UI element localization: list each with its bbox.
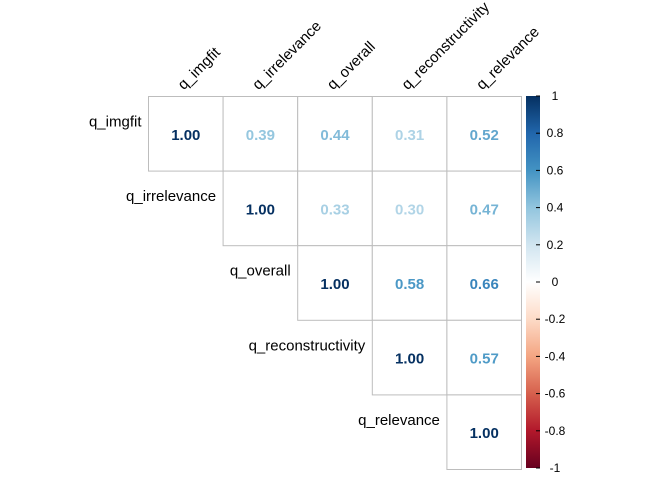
row-label: q_relevance (358, 412, 440, 429)
colorbar-tick-label: 0 (552, 275, 559, 289)
matrix-cell (222, 170, 299, 247)
row-label: q_overall (230, 263, 291, 280)
column-label: q_relevance (473, 24, 543, 94)
correlation-value: 0.66 (470, 276, 499, 293)
row-label: q_irrelevance (126, 188, 216, 205)
colorbar-tick-label: -0.2 (545, 312, 566, 326)
matrix-cell (371, 319, 448, 396)
matrix-cell (297, 96, 373, 172)
matrix-cell (446, 394, 522, 470)
colorbar-tick-label: -0.4 (545, 349, 566, 363)
correlation-value: 0.31 (395, 127, 424, 144)
colorbar-tick-label: -1 (550, 461, 561, 475)
row-label: q_imgfit (89, 114, 142, 131)
matrix-cell (446, 319, 522, 396)
colorbar-tick-label: 0.6 (547, 163, 564, 177)
matrix-cell (371, 96, 448, 172)
row-label: q_reconstructivity (249, 337, 366, 354)
colorbar-tick-label: 0.8 (547, 126, 564, 140)
matrix-cells: 1.00 0.39 0.44 0.31 0.52 1.00 0.33 0.30 0.47 1.00… (148, 96, 522, 470)
correlation-value: 0.30 (395, 201, 424, 218)
correlation-value: 1.00 (320, 276, 349, 293)
correlation-value: 1.00 (171, 127, 200, 144)
correlation-value: 1.00 (470, 425, 499, 442)
column-label: q_irrelevance (249, 18, 325, 94)
correlation-value: 0.52 (470, 127, 499, 144)
matrix-cell (446, 96, 522, 172)
correlation-value: 0.47 (470, 201, 499, 218)
correlation-value: 1.00 (395, 351, 424, 368)
colorbar-tick-label: 1 (552, 89, 559, 103)
correlation-value: 0.57 (470, 351, 499, 368)
correlation-value: 0.44 (320, 127, 350, 144)
colorbar-tick-label: 0.4 (547, 201, 564, 215)
correlation-value: 0.58 (395, 276, 424, 293)
row-labels: q_imgfit q_irrelevance q_overall q_reconstr… (89, 114, 440, 429)
matrix-cell (297, 245, 373, 321)
colorbar-gradient (526, 96, 540, 468)
matrix-cell (371, 170, 448, 247)
colorbar-tick-label: -0.6 (545, 387, 566, 401)
column-label: q_overall (324, 38, 379, 93)
colorbar-tick-label: 0.2 (547, 238, 564, 252)
column-label: q_imgfit (175, 44, 225, 94)
correlation-value: 1.00 (246, 201, 275, 218)
matrix-cell (222, 96, 299, 172)
matrix-cell (148, 96, 224, 172)
colorbar: 1 0.8 0.6 0.4 0.2 0 -0.2 -0.4 -0.6 -0.8 -1 (526, 89, 566, 475)
correlation-value: 0.39 (246, 127, 275, 144)
matrix-cell (446, 245, 522, 321)
colorbar-tick-label: -0.8 (545, 424, 566, 438)
correlation-value: 0.33 (320, 201, 349, 218)
